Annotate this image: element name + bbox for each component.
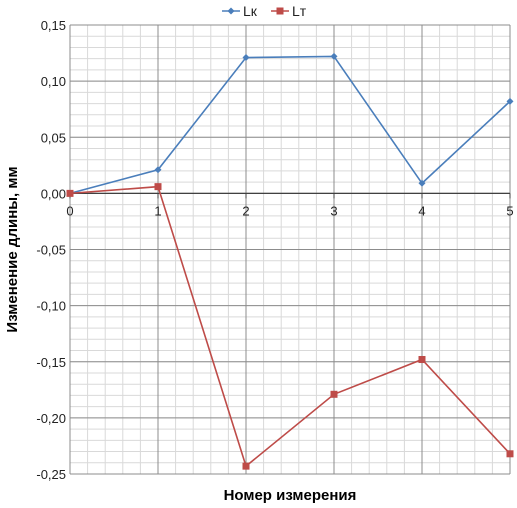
x-tick-label: 4 bbox=[418, 203, 425, 218]
x-tick-label: 5 bbox=[506, 203, 513, 218]
legend-label: Lт bbox=[292, 3, 307, 19]
y-tick-label: -0,20 bbox=[36, 411, 66, 426]
data-point bbox=[418, 179, 426, 187]
legend-label: Lк bbox=[243, 3, 258, 19]
x-axis-title: Номер измерения bbox=[224, 487, 357, 504]
y-tick-label: -0,25 bbox=[36, 467, 66, 482]
x-tick-label: 3 bbox=[330, 203, 337, 218]
series-2 bbox=[66, 183, 514, 470]
y-tick-label: -0,15 bbox=[36, 355, 66, 370]
legend-item: Lк bbox=[222, 3, 258, 19]
y-tick-label: 0,15 bbox=[41, 18, 66, 33]
y-tick-label: 0,00 bbox=[41, 186, 66, 201]
y-tick-label: 0,05 bbox=[41, 130, 66, 145]
series-line bbox=[69, 55, 511, 195]
legend-item: Lт bbox=[271, 3, 307, 19]
legend-marker bbox=[227, 7, 235, 15]
data-point bbox=[242, 54, 250, 62]
x-tick-label: 2 bbox=[242, 203, 249, 218]
y-tick-label: -0,10 bbox=[36, 299, 66, 314]
y-axis-title: Изменение длины, мм bbox=[4, 166, 21, 332]
x-axis-line bbox=[69, 192, 511, 199]
data-point bbox=[330, 52, 338, 60]
series-layer bbox=[66, 52, 514, 470]
legend-marker bbox=[276, 7, 284, 15]
data-point bbox=[242, 462, 250, 470]
y-tick-label: -0,05 bbox=[36, 243, 66, 258]
data-point bbox=[506, 450, 514, 458]
data-point bbox=[154, 166, 162, 174]
series-1 bbox=[66, 52, 514, 197]
data-point bbox=[330, 390, 338, 398]
data-point bbox=[418, 356, 426, 364]
legend: Lк Lт bbox=[222, 3, 307, 19]
x-tick-labels: 0 1 2 3 4 5 bbox=[66, 203, 513, 218]
series-line bbox=[69, 185, 511, 468]
y-tick-label: 0,10 bbox=[41, 74, 66, 89]
x-tick-label: 1 bbox=[154, 203, 161, 218]
data-point bbox=[154, 183, 162, 191]
y-tick-labels: 0,15 0,10 0,05 0,00 -0,05 -0,10 -0,15 -0,20 -0,2… bbox=[36, 18, 66, 482]
x-tick-label: 0 bbox=[66, 203, 73, 218]
data-point bbox=[506, 97, 514, 105]
data-point bbox=[66, 189, 74, 197]
